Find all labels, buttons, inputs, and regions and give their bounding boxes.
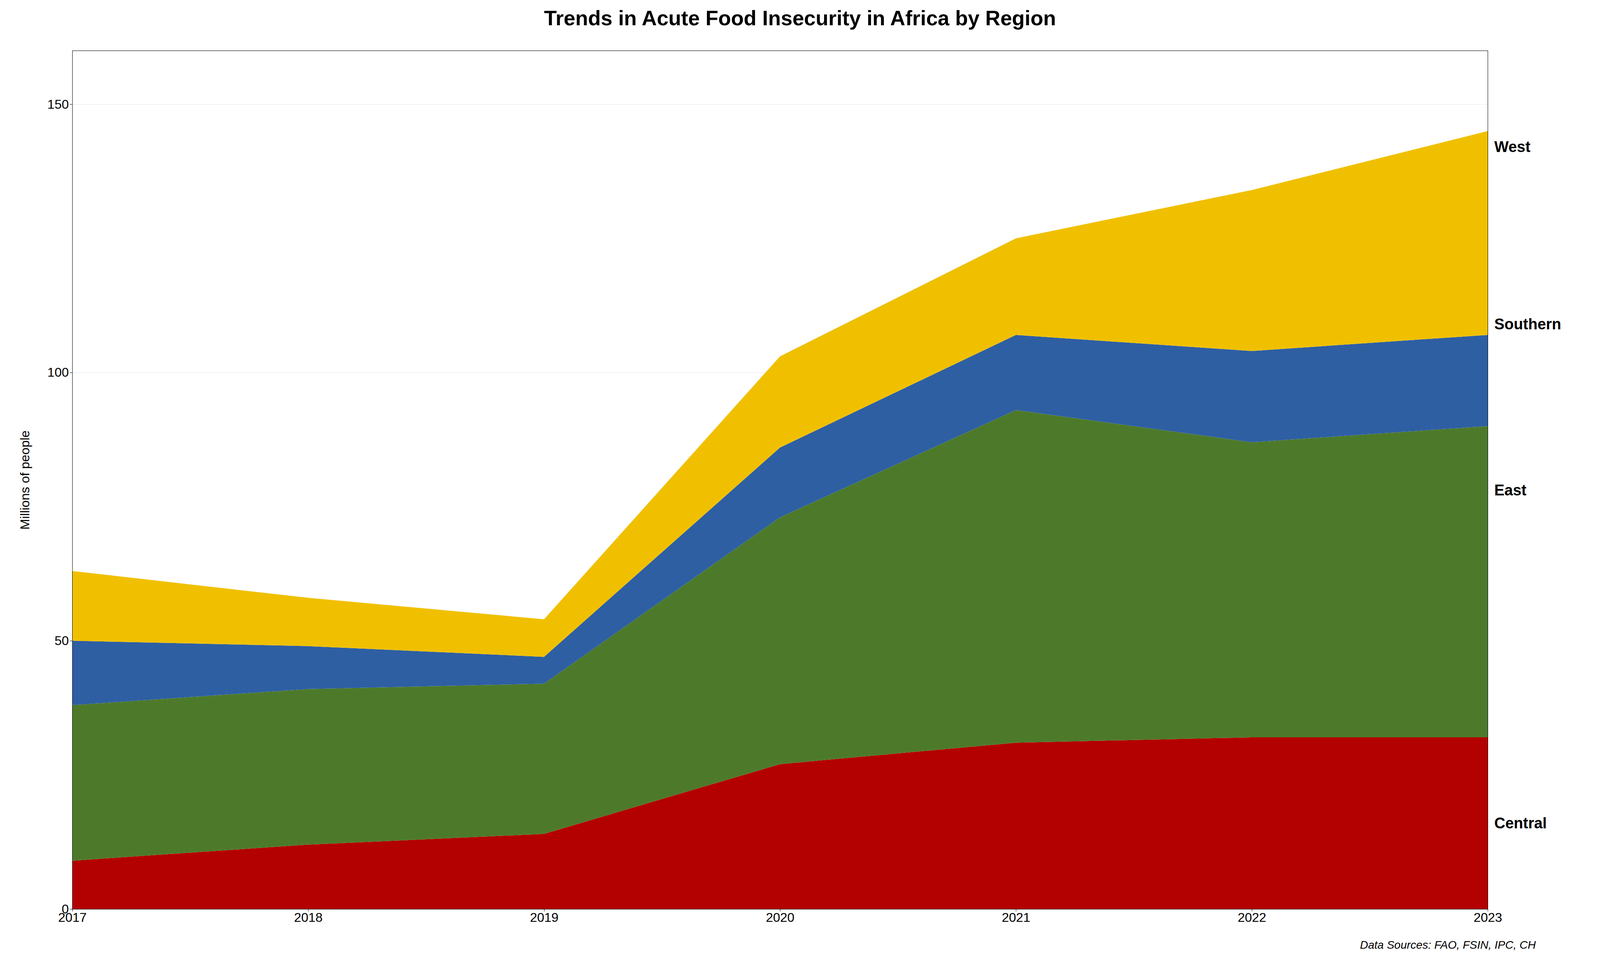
svg-text:2022: 2022 [1237,910,1267,926]
svg-text:Central: Central [1494,814,1548,832]
svg-text:50: 50 [54,633,70,648]
svg-text:2020: 2020 [765,910,795,926]
svg-text:150: 150 [47,97,69,112]
html-text:Data Sources: FAO, FSIN, IPC,: Data Sources: FAO, FSIN, IPC, CH [1359,938,1536,952]
svg-text:2021: 2021 [1001,910,1031,926]
svg-text:Millions of people: Millions of people [17,430,33,530]
svg-text:2019: 2019 [529,910,559,926]
svg-text:2023: 2023 [1473,910,1503,926]
svg-text:2018: 2018 [294,910,323,926]
html-text:Trends in Acute Food Insecurit: Trends in Acute Food Insecurity in Afric… [543,6,1056,30]
svg-text:0: 0 [61,901,70,917]
svg-text:West: West [1494,138,1531,156]
svg-text:East: East [1494,482,1527,500]
svg-text:Southern: Southern [1494,315,1562,333]
svg-text:100: 100 [47,365,69,380]
svg-text:2017: 2017 [58,910,87,926]
